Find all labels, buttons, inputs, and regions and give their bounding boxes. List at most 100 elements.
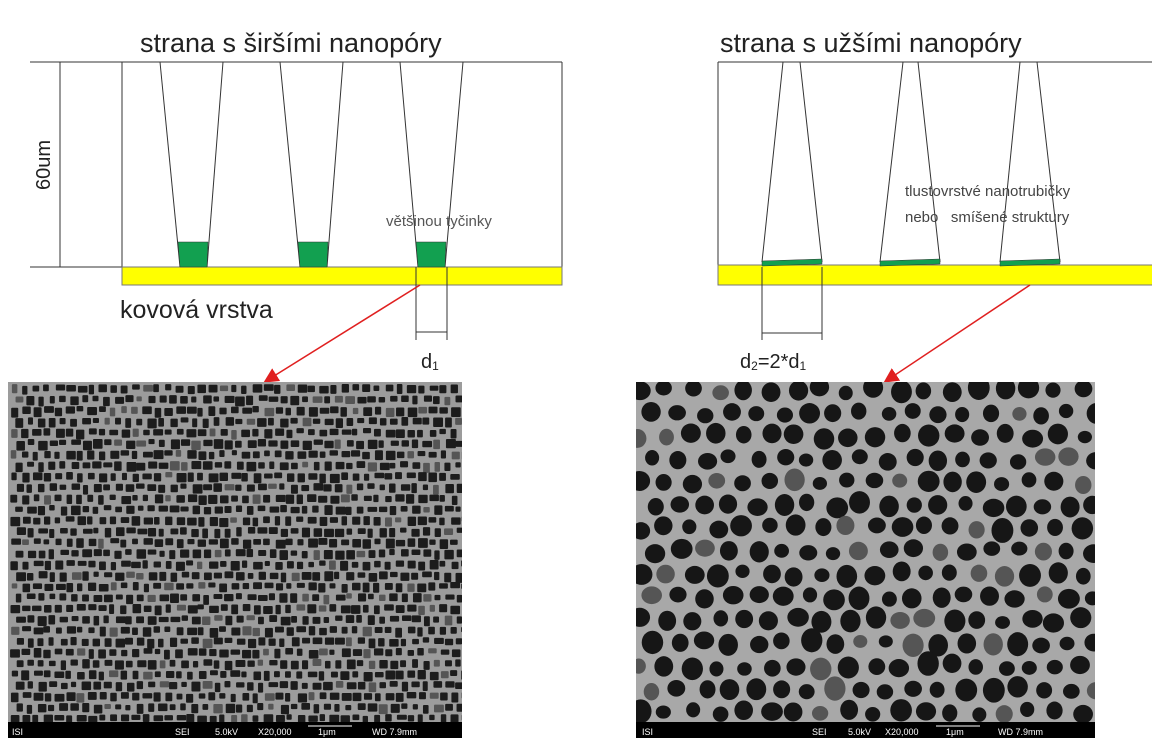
pore xyxy=(907,497,922,512)
pore xyxy=(734,700,753,720)
pore xyxy=(323,595,329,604)
pore xyxy=(1083,544,1104,563)
pore xyxy=(291,485,298,494)
pore xyxy=(149,572,158,580)
pore xyxy=(374,429,381,437)
pore xyxy=(114,461,121,471)
pore xyxy=(358,528,366,534)
pore xyxy=(1046,702,1062,720)
pore xyxy=(258,439,266,446)
pore xyxy=(121,517,129,523)
pore xyxy=(54,715,64,720)
pore xyxy=(385,627,392,633)
pore xyxy=(115,507,122,513)
pore xyxy=(94,484,102,492)
pore xyxy=(159,506,168,512)
pore xyxy=(235,485,241,491)
pore xyxy=(435,528,441,537)
pore xyxy=(125,395,133,402)
pore xyxy=(445,639,453,646)
pore xyxy=(66,605,73,612)
pore xyxy=(1032,638,1050,654)
pore xyxy=(439,385,446,393)
pore xyxy=(23,692,32,698)
pore xyxy=(762,518,778,533)
pore xyxy=(955,679,977,702)
pore xyxy=(181,682,186,687)
pore xyxy=(38,593,44,601)
pore xyxy=(441,671,449,678)
pore xyxy=(434,505,442,514)
pore xyxy=(357,418,364,423)
pore xyxy=(368,703,378,711)
pore xyxy=(774,544,789,558)
pore xyxy=(396,561,404,567)
pore xyxy=(401,484,410,491)
pore xyxy=(784,702,803,721)
pore xyxy=(419,692,426,699)
pore xyxy=(445,704,453,711)
pore xyxy=(133,582,139,590)
pore xyxy=(44,517,50,525)
pore xyxy=(452,452,460,460)
pore xyxy=(203,639,213,648)
pore xyxy=(810,658,831,681)
pore xyxy=(231,407,239,414)
pore xyxy=(411,573,418,580)
pore xyxy=(220,385,228,391)
pore xyxy=(144,538,153,545)
pore xyxy=(48,462,55,470)
pore xyxy=(430,386,439,391)
pore xyxy=(302,462,308,468)
pore xyxy=(907,449,924,466)
pore xyxy=(236,572,245,580)
pore xyxy=(16,551,24,558)
pore xyxy=(253,628,260,636)
pore xyxy=(104,505,112,510)
pore xyxy=(32,715,38,723)
pore xyxy=(364,672,373,682)
width-label: d2=2*d1 xyxy=(740,351,807,373)
pore xyxy=(389,639,398,647)
pore xyxy=(341,540,349,546)
pore xyxy=(187,407,197,414)
pore xyxy=(994,477,1009,491)
pore xyxy=(148,703,154,711)
pore xyxy=(142,474,151,480)
pore xyxy=(188,473,194,482)
pore xyxy=(199,693,206,698)
pore xyxy=(695,540,715,557)
pore xyxy=(231,715,237,723)
pore xyxy=(203,659,212,666)
pore xyxy=(681,423,701,442)
pore xyxy=(352,429,357,436)
pore xyxy=(849,587,870,610)
pore xyxy=(889,659,909,677)
pore xyxy=(105,418,110,425)
pore xyxy=(10,495,17,503)
pore xyxy=(411,483,416,493)
pore xyxy=(799,403,820,423)
pore xyxy=(199,648,207,655)
pore xyxy=(892,474,907,488)
pore xyxy=(285,516,291,526)
caption-item: WD 7.9mm xyxy=(998,727,1043,737)
pore xyxy=(430,672,439,680)
pore xyxy=(1012,407,1026,421)
pore-wall xyxy=(207,62,223,267)
pore xyxy=(89,670,97,679)
pore xyxy=(323,682,333,690)
pore xyxy=(210,716,217,723)
pore xyxy=(11,605,21,613)
pore xyxy=(136,396,141,401)
pore xyxy=(312,506,318,513)
pore xyxy=(72,572,82,580)
pore xyxy=(43,626,50,632)
pore-wall xyxy=(1037,62,1060,262)
pore xyxy=(221,429,228,436)
pore xyxy=(17,638,24,645)
pore xyxy=(423,527,430,536)
pore xyxy=(76,538,84,548)
pore xyxy=(1078,431,1092,443)
pore xyxy=(269,682,279,687)
